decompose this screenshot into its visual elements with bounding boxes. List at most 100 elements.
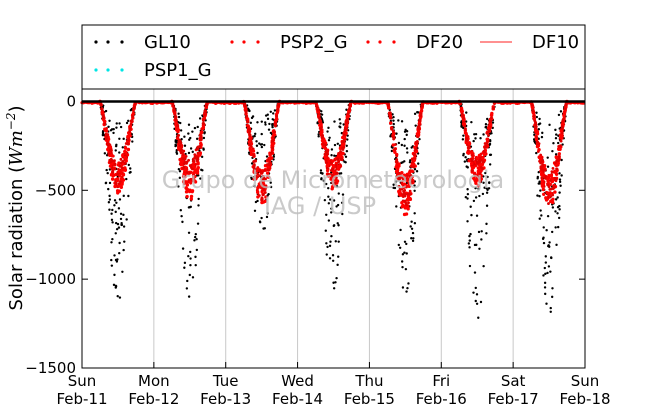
gl10-point — [183, 266, 186, 269]
gl10-point — [272, 112, 275, 115]
y-tick-label: −1500 — [25, 359, 76, 377]
gl10-point — [327, 126, 330, 130]
gl10-point — [549, 306, 552, 310]
df20-point — [184, 155, 188, 158]
psp2g-point — [488, 122, 493, 127]
gl10-point — [474, 286, 477, 290]
df20-point — [486, 131, 489, 135]
gl10-point — [114, 286, 117, 289]
gl10-point — [399, 228, 402, 232]
gl10-point — [193, 126, 197, 130]
gl10-point — [180, 214, 183, 218]
psp2g-point — [272, 132, 276, 137]
gl10-point — [191, 276, 195, 279]
vertical-grid — [153, 89, 514, 368]
df20-point — [407, 201, 410, 205]
df20-point — [113, 162, 117, 166]
legend-swatch-dot — [94, 68, 98, 72]
gl10-point — [328, 136, 331, 140]
gl10-point — [181, 220, 184, 224]
psp2g-point — [185, 180, 189, 184]
df20-point — [189, 164, 192, 168]
gl10-point — [554, 210, 557, 213]
psp2g-point — [557, 152, 561, 156]
df20-point — [185, 161, 188, 165]
data-marks — [80, 99, 586, 319]
gl10-point — [486, 117, 489, 121]
df20-point — [410, 180, 414, 184]
gl10-point — [255, 140, 258, 143]
gl10-point — [268, 122, 271, 126]
psp2g-point — [535, 144, 540, 149]
gl10-point — [263, 143, 266, 147]
psp2g-point — [188, 188, 192, 192]
df20-point — [183, 157, 187, 161]
gl10-point — [342, 123, 345, 126]
gl10-point — [107, 201, 111, 204]
df20-point — [196, 157, 200, 161]
psp2g-point — [320, 138, 325, 143]
x-axis-ticks: SunFeb-11MonFeb-12TueFeb-13WedFeb-14ThuF… — [56, 362, 611, 408]
df20-point — [555, 167, 559, 171]
gl10-point — [405, 181, 409, 185]
gl10-point — [345, 149, 349, 153]
gl10-point — [119, 212, 123, 215]
gl10-point — [195, 137, 199, 141]
psp2g-point — [548, 191, 553, 196]
gl10-point — [338, 118, 341, 121]
watermark-line-2: IAG / USP — [264, 192, 376, 220]
psp2g-point — [395, 169, 399, 173]
gl10-point — [538, 217, 541, 220]
df20-point — [418, 119, 422, 123]
gl10-point — [417, 111, 420, 114]
gl10-point — [187, 123, 191, 126]
gl10-point — [180, 137, 183, 141]
legend-label: PSP1_G — [144, 60, 212, 81]
df20-point — [405, 203, 408, 207]
gl10-point — [177, 115, 181, 119]
legend: GL10 PSP2_G DF20 DF10 PSP1_G — [81, 24, 586, 90]
gl10-point — [341, 193, 345, 196]
df20-point — [132, 106, 136, 110]
y-tick-label: −1000 — [25, 270, 76, 288]
gl10-point — [328, 244, 332, 248]
gl10-point — [188, 138, 191, 141]
psp2g-point — [419, 109, 424, 113]
gl10-point — [187, 295, 191, 298]
psp2g-point — [406, 207, 410, 211]
psp2g-point — [560, 134, 564, 138]
psp2g-point — [489, 113, 494, 117]
df20-point — [242, 102, 246, 106]
psp2g-point — [101, 111, 105, 115]
gl10-point — [473, 271, 477, 274]
psp2g-point — [253, 177, 258, 181]
df20-point — [550, 170, 554, 173]
gl10-point — [466, 192, 470, 196]
gl10-point — [410, 220, 413, 223]
psp2g-point — [123, 146, 128, 150]
df20-point — [172, 106, 176, 110]
psp2g-point — [336, 164, 341, 168]
gl10-point — [392, 119, 395, 122]
psp2g-point — [482, 152, 487, 157]
psp2g-point — [476, 169, 481, 174]
psp2g-point — [544, 196, 548, 200]
df20-point — [99, 103, 103, 107]
gl10-point — [479, 137, 482, 140]
gl10-point — [461, 138, 465, 141]
gl10-point — [247, 109, 251, 112]
psp2g-point — [460, 109, 464, 114]
gl10-point — [188, 273, 192, 277]
gl10-point — [389, 135, 392, 138]
legend-swatch-dot — [106, 40, 110, 44]
gl10-point — [478, 247, 481, 250]
gl10-point — [114, 144, 118, 148]
gl10-point — [331, 254, 335, 257]
df20-point — [248, 134, 252, 138]
gl10-point — [397, 243, 401, 247]
psp2g-point — [471, 176, 476, 180]
psp2g-point — [120, 177, 125, 182]
plot-area — [82, 89, 585, 368]
df20-point — [117, 182, 121, 186]
